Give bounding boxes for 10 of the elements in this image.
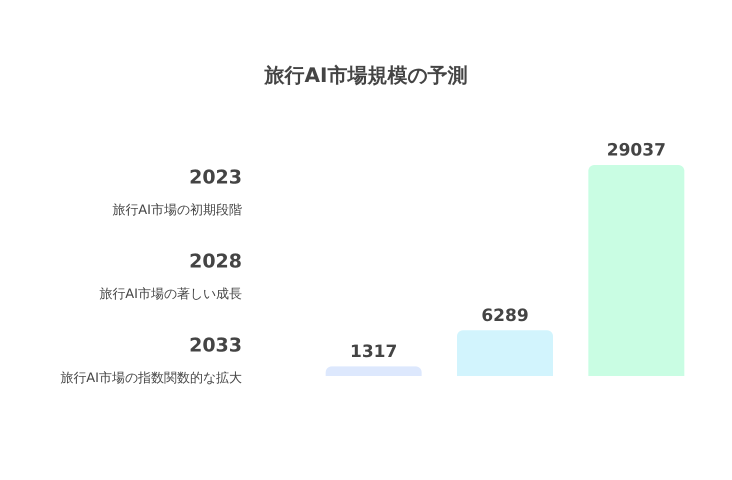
- chart-title: 旅行AI市場規模の予測: [264, 63, 468, 87]
- data-label: 29037: [606, 140, 666, 160]
- data-label: 6289: [481, 306, 529, 326]
- text: 旅行AI市場の指数関数的な拡大: [60, 371, 242, 386]
- text: 旅行AI市場の初期段階: [112, 203, 242, 218]
- text: 2033: [189, 334, 242, 356]
- text: 2028: [189, 250, 242, 272]
- text: 旅行AI市場の著しい成長: [99, 287, 242, 302]
- data-label: 1317: [350, 342, 398, 362]
- text: 2023: [189, 166, 242, 188]
